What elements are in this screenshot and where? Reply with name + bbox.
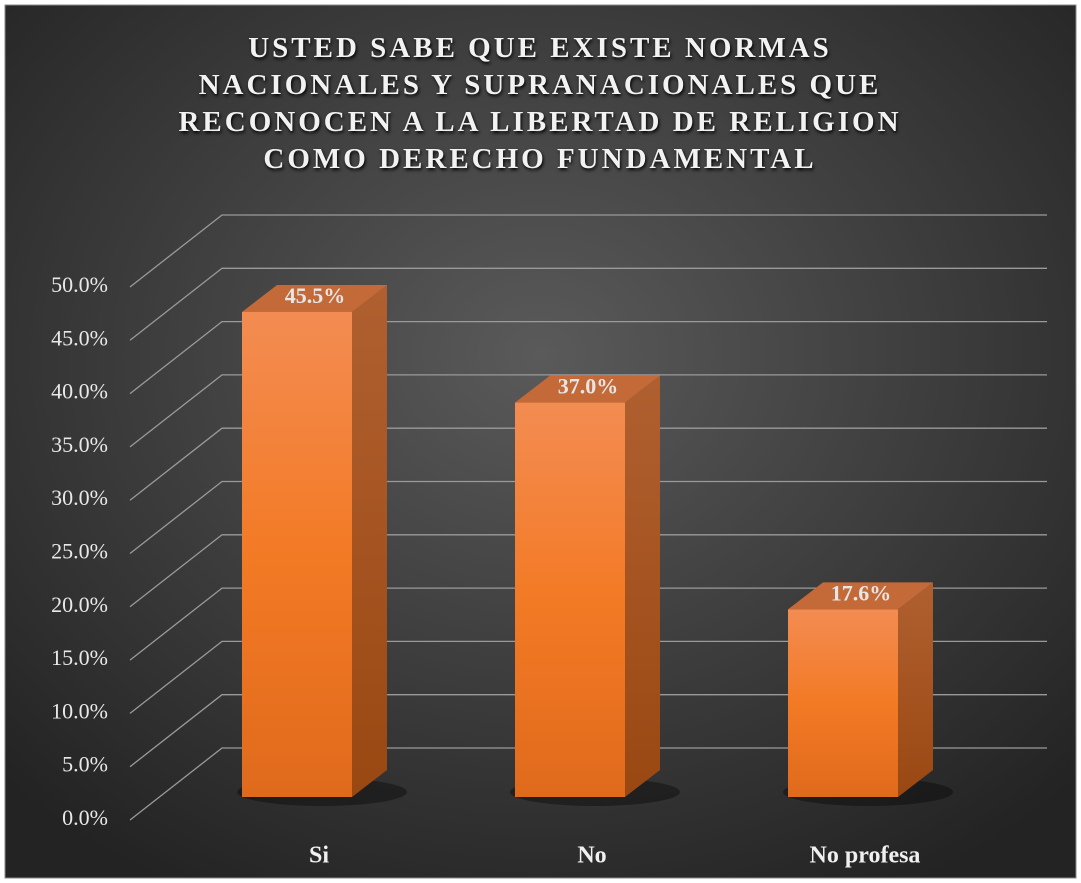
bar-top bbox=[515, 375, 660, 403]
y-tick-label: 0.0% bbox=[62, 805, 108, 830]
bar-top bbox=[242, 284, 387, 312]
grid-line bbox=[129, 374, 1047, 448]
bar-side bbox=[625, 375, 660, 797]
x-tick-label: No profesa bbox=[810, 843, 921, 869]
x-tick-label: No bbox=[577, 843, 606, 869]
bar bbox=[242, 311, 352, 797]
y-tick-label: 45.0% bbox=[51, 325, 108, 350]
bar bbox=[788, 609, 898, 797]
bar bbox=[515, 402, 625, 797]
y-tick-label: 10.0% bbox=[51, 698, 108, 723]
data-label: 37.0% bbox=[558, 374, 619, 399]
y-tick-label: 5.0% bbox=[62, 752, 108, 777]
grid-line bbox=[129, 320, 1047, 395]
grid-line bbox=[129, 640, 1047, 714]
bar-top bbox=[788, 582, 933, 610]
grid-line bbox=[129, 480, 1047, 555]
chart-title: USTED SABE QUE EXISTE NORMAS NACIONALES … bbox=[178, 32, 902, 175]
bar-side bbox=[352, 284, 387, 798]
x-tick-label: Si bbox=[309, 843, 329, 869]
data-label: 45.5% bbox=[285, 283, 346, 308]
bar-side bbox=[898, 582, 933, 797]
y-tick-label: 35.0% bbox=[51, 432, 108, 457]
y-tick-label: 30.0% bbox=[51, 485, 108, 510]
y-tick-label: 15.0% bbox=[51, 645, 108, 670]
grid-line bbox=[129, 267, 1047, 341]
grid-line bbox=[129, 587, 1047, 661]
data-label: 17.6% bbox=[831, 580, 892, 605]
y-tick-label: 25.0% bbox=[51, 539, 108, 564]
grid-line bbox=[129, 427, 1047, 501]
grid-line bbox=[129, 694, 1047, 768]
grid-line bbox=[129, 747, 1047, 821]
y-tick-label: 50.0% bbox=[51, 272, 108, 297]
grid-line bbox=[129, 534, 1047, 608]
y-tick-label: 20.0% bbox=[51, 592, 108, 617]
grid-line bbox=[129, 214, 1047, 288]
y-tick-label: 40.0% bbox=[51, 379, 108, 404]
